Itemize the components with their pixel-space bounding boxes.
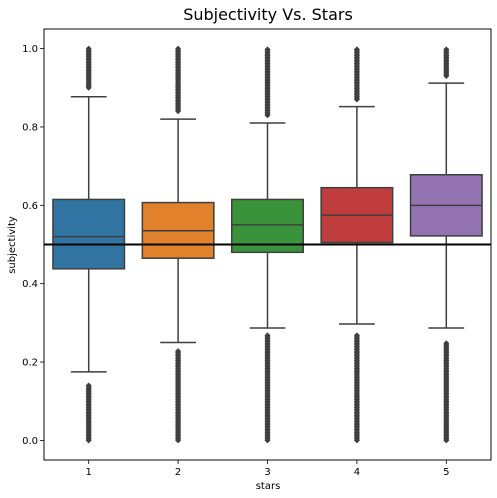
outlier-point-low [175,348,182,355]
y-tick-label: 0.2 [22,358,38,369]
box-group-5 [409,46,483,444]
outlier-point-low [85,382,92,389]
x-axis-label: stars [256,481,281,492]
y-tick-label: 0.4 [22,279,38,290]
outlier-point-low [443,340,450,347]
outlier-point-low [353,332,360,339]
boxes-layer [52,45,483,444]
x-tick-label: 1 [86,467,92,478]
chart-title: Subjectivity Vs. Stars [183,5,353,24]
y-tick-label: 1.0 [22,44,38,55]
box-group-2 [141,45,215,444]
outlier-point-high [85,45,92,52]
plot-area [43,28,492,461]
box-group-1 [52,45,126,444]
y-axis: 0.0 0.2 0.4 0.6 0.8 1.0 [22,44,44,447]
outlier-point-high [264,46,271,53]
x-axis: 1 2 3 4 5 [86,460,449,478]
x-tick-label: 2 [175,467,181,478]
x-tick-label: 4 [354,467,360,478]
y-tick-label: 0.8 [22,122,38,133]
box-1 [52,198,126,270]
y-tick-label: 0.6 [22,201,38,212]
box-group-4 [320,46,394,444]
x-tick-label: 5 [443,467,449,478]
outlier-point-high [175,45,182,52]
outlier-point-low [264,332,271,339]
outlier-point-high [353,46,360,53]
x-tick-label: 3 [264,467,270,478]
y-tick-label: 0.0 [22,436,38,447]
y-axis-label: subjectivity [7,216,18,274]
outlier-point-high [443,46,450,53]
